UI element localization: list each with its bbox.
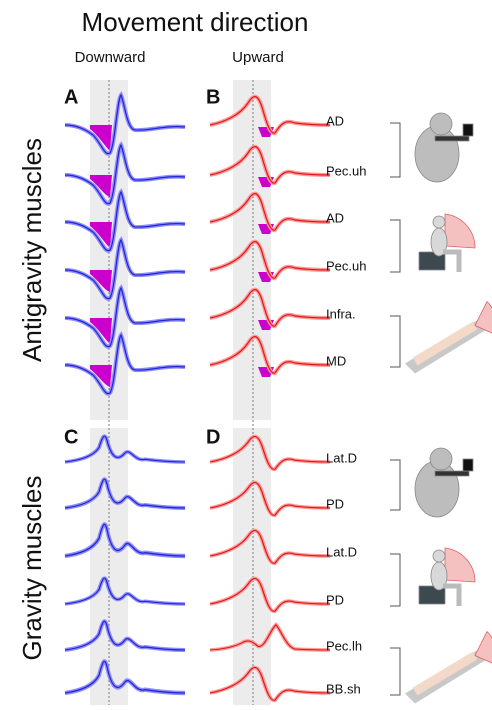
figure: Movement direction Downward Upward A B C…: [0, 0, 492, 705]
muscle-label: Lat.D: [326, 450, 357, 465]
panel-letter: C: [64, 426, 78, 448]
panel-letter: B: [206, 86, 220, 108]
lying-figure: [415, 656, 475, 692]
muscle-label: Pec.uh: [326, 163, 366, 178]
muscle-label: Pec.uh: [326, 258, 366, 273]
monkey-head: [430, 448, 452, 470]
monkey-arm: [435, 471, 469, 476]
muscle-label: AD: [326, 210, 344, 225]
bracket: [390, 648, 400, 695]
column-label: Upward: [232, 49, 284, 66]
bracket: [390, 554, 400, 606]
reach-arc: [445, 548, 475, 582]
muscle-label: Infra.: [326, 306, 356, 321]
bracket: [390, 316, 400, 367]
column-label: Downward: [75, 49, 146, 66]
screen: [463, 459, 473, 471]
posture-icons: [405, 113, 492, 704]
muscle-label: PD: [326, 592, 344, 607]
panel-letter: D: [206, 426, 220, 448]
muscle-label: PD: [326, 496, 344, 511]
muscle-label: BB.sh: [326, 681, 361, 696]
monkey-arm: [435, 136, 469, 141]
bracket: [390, 220, 400, 272]
muscle-label: AD: [326, 113, 344, 128]
time-window: [233, 428, 271, 705]
monkey-head: [430, 113, 452, 135]
lying-figure: [415, 326, 475, 362]
muscle-label: Lat.D: [326, 544, 357, 559]
bracket: [390, 460, 400, 510]
group-label: Antigravity muscles: [17, 138, 47, 362]
panel-letter: A: [64, 86, 78, 108]
group-label: Gravity muscles: [17, 476, 47, 661]
sitter-head: [433, 550, 445, 562]
muscle-labels: AD Pec.uh AD Pec.uh Infra. MD Lat.D PD Lat.D PD Pe…: [326, 113, 400, 696]
screen: [463, 124, 473, 136]
bracket: [390, 123, 400, 177]
figure-title: Movement direction: [82, 7, 309, 37]
muscle-label: Pec.lh: [326, 638, 362, 653]
muscle-label: MD: [326, 353, 346, 368]
reach-arc: [445, 214, 475, 248]
sitter-head: [433, 216, 445, 228]
